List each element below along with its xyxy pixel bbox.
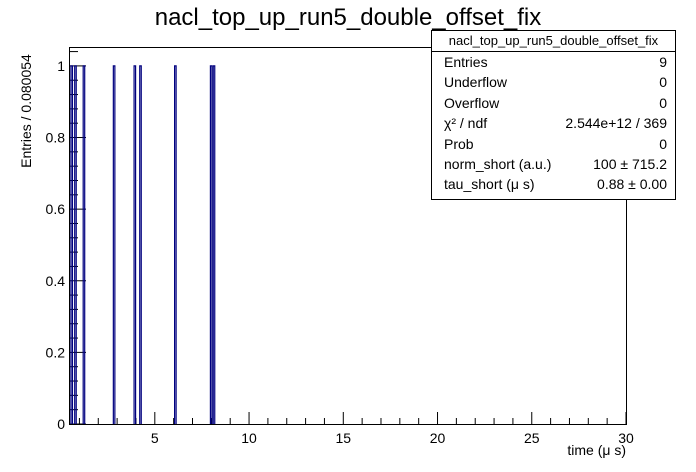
histogram-bin (74, 65, 77, 424)
statistics-row: Overflow 0 (432, 93, 675, 113)
x-tick-label: 5 (151, 430, 159, 446)
y-axis: 0 0.2 0.4 0.6 0.8 1 (46, 51, 86, 432)
stat-label: χ² / ndf (444, 115, 488, 132)
statistics-row: tau_short (μ s) 0.88 ± 0.00 (432, 174, 675, 194)
y-tick-label: 0.4 (46, 273, 66, 289)
x-tick-label: 15 (335, 430, 351, 446)
stat-label: tau_short (μ s) (444, 176, 535, 193)
stat-value: 0 (659, 94, 667, 111)
y-tick-label: 0.2 (46, 344, 66, 360)
histogram-bin (212, 65, 216, 424)
y-tick-label: 1 (57, 58, 65, 74)
y-tick-label: 0.6 (46, 201, 66, 217)
x-tick-label: 10 (241, 430, 257, 446)
histogram-bin (174, 65, 177, 424)
histogram-bin (133, 65, 137, 424)
histogram-bin (112, 65, 116, 424)
stat-value: 0 (659, 74, 667, 91)
plot-frame (69, 47, 627, 425)
x-axis: 5 10 15 20 25 30 (78, 412, 634, 446)
y-tick-label: 0.8 (46, 130, 66, 146)
histogram-bars (70, 65, 216, 424)
histogram-bin (82, 65, 86, 424)
histogram-bin (70, 65, 74, 424)
stat-label: Underflow (444, 74, 508, 91)
y-tick-label: 0 (57, 416, 65, 432)
statistics-row: Entries 9 (432, 52, 675, 72)
stat-label: Overflow (444, 94, 500, 111)
stat-value: 9 (659, 54, 667, 70)
statistics-row: Prob 0 (432, 134, 675, 154)
x-tick-label: 20 (430, 430, 446, 446)
x-axis-label: time (μ s) (567, 442, 626, 458)
statistics-box-title: nacl_top_up_run5_double_offset_fix (432, 31, 675, 52)
statistics-row: norm_short (a.u.) 100 ± 715.2 (432, 154, 675, 174)
statistics-row: Underflow 0 (432, 72, 675, 92)
histogram-bin (139, 65, 142, 424)
chart-title: nacl_top_up_run5_double_offset_fix (154, 4, 542, 31)
stat-value: 0.88 ± 0.00 (597, 176, 667, 193)
stat-label: norm_short (a.u.) (444, 155, 552, 172)
stat-label: Prob (444, 135, 474, 152)
statistics-row: χ² / ndf 2.544e+12 / 369 (432, 113, 675, 133)
statistics-box: nacl_top_up_run5_double_offset_fix Entri… (431, 30, 676, 200)
x-tick-label: 25 (524, 430, 540, 446)
stat-value: 0 (659, 135, 667, 152)
histogram-bin (209, 65, 213, 424)
stat-value: 2.544e+12 / 369 (565, 115, 667, 132)
x-tick-label: 30 (618, 430, 634, 446)
stat-label: Entries (444, 54, 488, 70)
stat-value: 100 ± 715.2 (593, 155, 667, 172)
